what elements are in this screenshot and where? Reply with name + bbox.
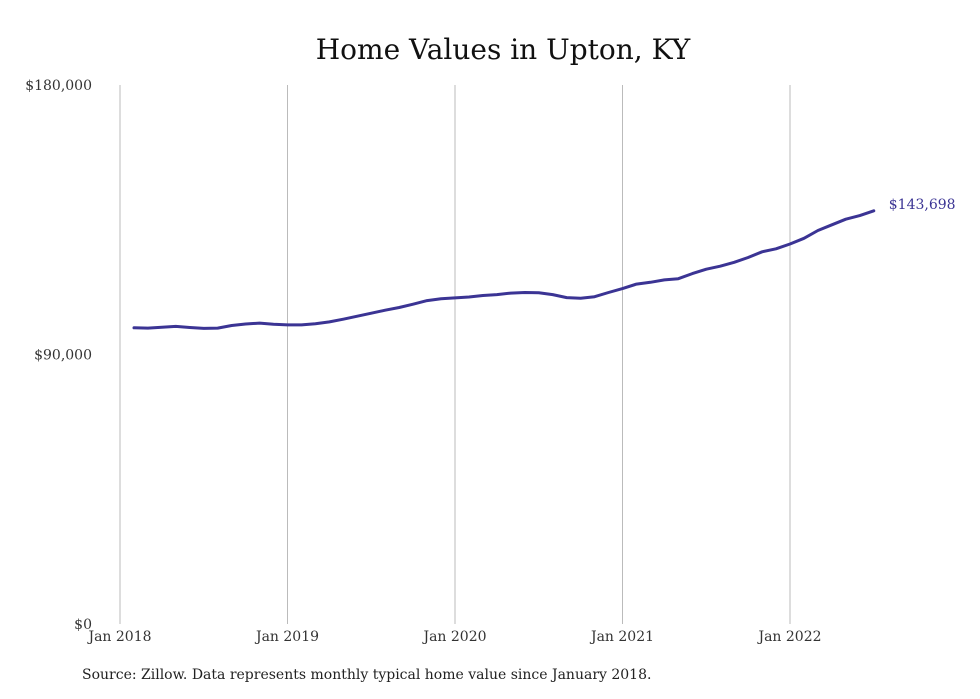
x-tick-label: Jan 2021 xyxy=(589,629,654,645)
y-tick-label: $180,000 xyxy=(25,78,92,94)
x-tick-label: Jan 2020 xyxy=(421,629,486,645)
y-axis-ticks: $0 $90,000 $180,000 xyxy=(25,78,92,633)
x-tick-label: Jan 2018 xyxy=(86,629,151,645)
gridlines xyxy=(119,85,791,624)
y-tick-label: $0 xyxy=(74,617,92,633)
series-line xyxy=(132,209,876,330)
x-axis-ticks: Jan 2018 Jan 2019 Jan 2020 Jan 2021 Jan 2022 xyxy=(86,629,821,645)
end-value-label: $143,698 xyxy=(889,197,956,213)
source-note: Source: Zillow. Data represents monthly … xyxy=(82,667,652,683)
y-tick-label: $90,000 xyxy=(34,348,92,364)
chart-title: Home Values in Upton, KY xyxy=(316,33,691,66)
x-tick-label: Jan 2022 xyxy=(756,629,821,645)
x-tick-label: Jan 2019 xyxy=(254,629,319,645)
